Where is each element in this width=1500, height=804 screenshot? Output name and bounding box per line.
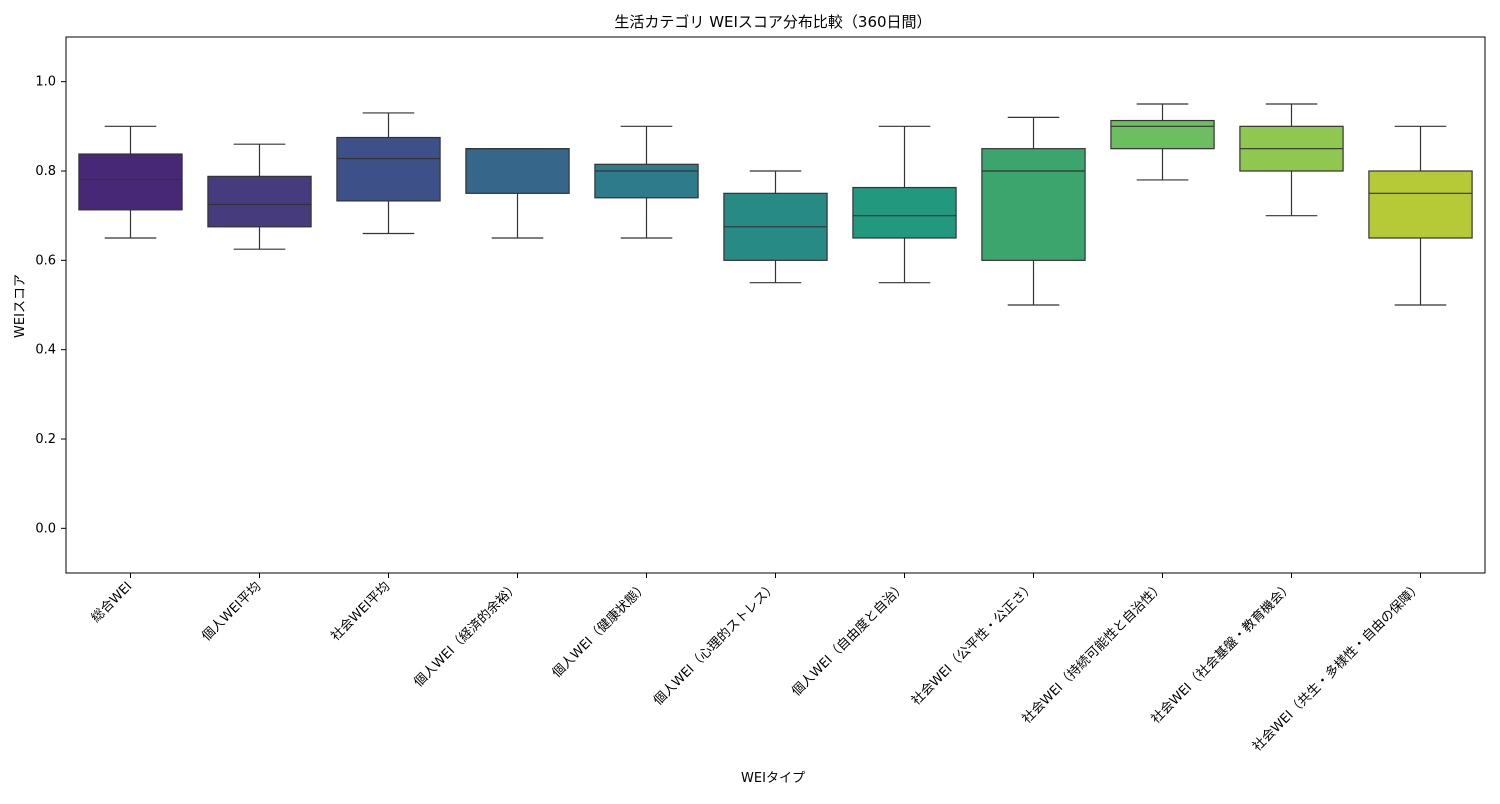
x-tick-label: 社会WEI（社会基盤・教育機会）	[1148, 579, 1296, 727]
x-tick-label: 個人WEI平均	[199, 579, 264, 644]
y-tick-label: 0.4	[35, 343, 56, 358]
x-tick-label: 個人WEI（健康状態）	[549, 579, 651, 681]
box-iqr	[594, 163, 699, 199]
box-iqr	[852, 186, 957, 239]
box-iqr	[336, 136, 441, 202]
y-tick-label: 1.0	[35, 75, 56, 90]
x-tick-label: 社会WEI（持続可能性と自治性）	[1019, 579, 1167, 727]
y-tick-label: 0.8	[35, 164, 56, 179]
chart-title: 生活カテゴリ WEIスコア分布比較（360日間）	[614, 13, 931, 31]
y-tick-label: 0.2	[35, 432, 56, 447]
x-tick-label: 総合WEI	[89, 579, 136, 626]
box-iqr	[78, 153, 183, 211]
x-tick-label: 個人WEI（経済的余裕）	[411, 579, 523, 691]
x-tick-label: 社会WEI（公平性・公正さ）	[908, 579, 1038, 709]
y-tick-label: 0.6	[35, 253, 56, 268]
x-tick-label: 社会WEI平均	[328, 579, 394, 645]
box-iqr	[981, 148, 1086, 261]
y-tick-label: 0.0	[35, 521, 56, 536]
box-iqr	[207, 175, 312, 228]
y-axis-label: WEIスコア	[13, 274, 28, 338]
box-iqr	[1110, 119, 1215, 150]
x-tick-label: 個人WEI（心理的ストレス）	[650, 579, 780, 709]
x-axis-label: WEIタイプ	[741, 771, 805, 786]
box-iqr	[1368, 170, 1473, 239]
box-iqr	[465, 148, 570, 194]
plot-frame	[65, 36, 1486, 574]
x-tick-label: 個人WEI（自由度と自治）	[788, 579, 909, 700]
